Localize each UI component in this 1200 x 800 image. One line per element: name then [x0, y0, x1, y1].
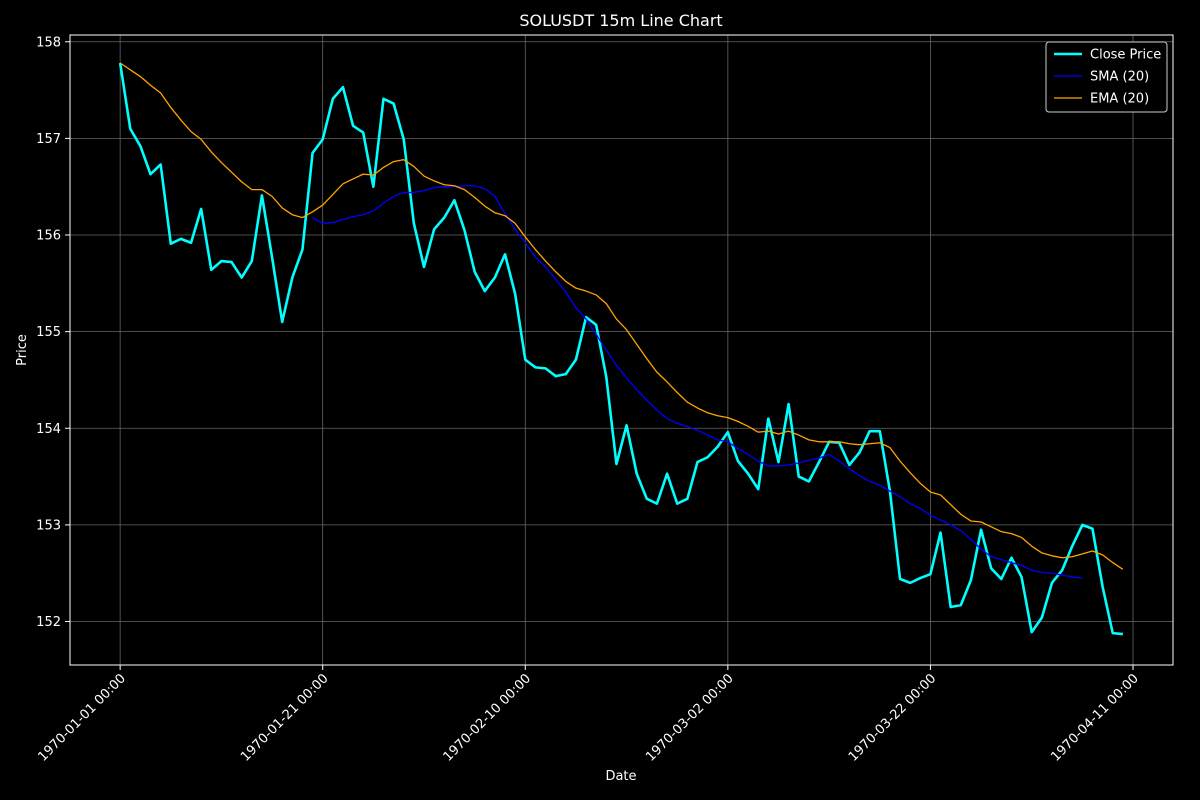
y-tick-label: 153 [36, 518, 61, 533]
y-tick-label: 152 [36, 615, 61, 630]
y-tick-label: 157 [36, 132, 61, 147]
series-line-close-price [118, 62, 1123, 636]
plot-frame [69, 34, 1174, 666]
y-tick-label: 156 [36, 229, 61, 244]
series-line-sma-20 [312, 185, 1083, 579]
y-tick-label: 155 [36, 325, 61, 340]
y-tick-label: 154 [36, 422, 61, 437]
chart-title: SOLUSDT 15m Line Chart [519, 11, 722, 30]
legend: Close Price SMA (20) EMA (20) [1045, 41, 1168, 113]
legend-label-close-price: Close Price [1090, 48, 1161, 63]
x-axis-label: Date [605, 769, 636, 784]
legend-label-ema-20: EMA (20) [1090, 92, 1149, 107]
y-axis: 152 153 154 155 156 157 158 [36, 35, 70, 630]
grid-lines [70, 35, 1173, 665]
y-axis-label: Price [15, 334, 30, 366]
y-tick-label: 158 [36, 35, 61, 50]
plot-area [118, 62, 1124, 636]
legend-label-sma-20: SMA (20) [1090, 70, 1149, 85]
legend-box [1045, 41, 1168, 113]
series-line-ema-20 [119, 62, 1124, 570]
